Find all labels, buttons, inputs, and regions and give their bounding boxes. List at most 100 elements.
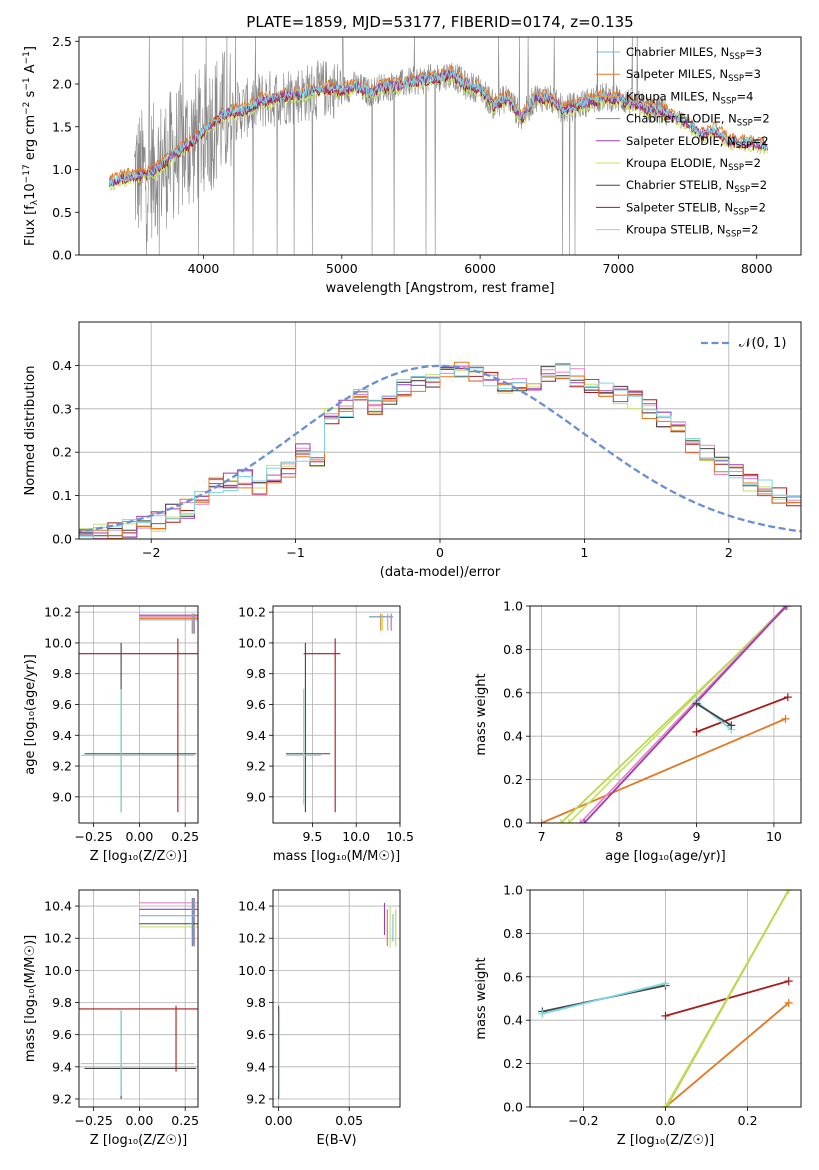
model-kroupa-stelib (108, 69, 768, 186)
y-axis-label: mass [log₁₀(M/M☉)] (23, 935, 38, 1062)
plot-area (79, 606, 198, 823)
weight-line (583, 606, 787, 823)
y-tick-label: 0.4 (503, 729, 523, 744)
weight-marker (782, 606, 791, 610)
y-tick-label: 10.0 (44, 963, 72, 978)
x-tick-label: 7 (538, 829, 546, 844)
y-tick-label: 10.0 (238, 635, 266, 650)
x-axis-label: Z [log₁₀(Z/Z☉)] (90, 849, 187, 864)
weight-line (541, 718, 786, 823)
y-tick-label: 9.0 (52, 789, 72, 804)
y-tick-label: 9.4 (246, 728, 266, 743)
y-tick-label: 9.6 (52, 697, 72, 712)
chart-residual-hist: −2 −1 0 1 2 0.0 0.1 0.2 0.3 0.4 (data-model)/error… (23, 321, 802, 580)
weight-line (560, 606, 789, 823)
y-tick-label: 0.0 (52, 248, 72, 263)
chart-weight-vs-Z: −0.2 0.0 0.2 0.0 0.2 0.4 0.6 0.8 1.0 Z [log₁₀(Z/Z… (474, 883, 802, 1148)
x-tick-label: −0.25 (74, 829, 112, 844)
x-tick-label: 10 (766, 829, 782, 844)
y-tick-label: 0.4 (503, 1013, 523, 1028)
weight-marker (661, 1011, 670, 1020)
weight-marker (537, 819, 546, 823)
x-tick-label: 6000 (464, 261, 496, 276)
axes-frame (78, 36, 802, 256)
chart-spectrum: 4000 5000 6000 7000 8000 0.0 0.5 1.0 1.5 2.0 2.5 wa… (22, 34, 802, 296)
weight-marker (784, 890, 793, 894)
spectrum-data-line (134, 37, 667, 255)
y-tick-label: 9.8 (52, 995, 72, 1010)
weight-marker (692, 699, 701, 708)
x-axis-label: wavelength [Angstrom, rest frame] (326, 281, 555, 296)
x-axis-label: mass [log₁₀(M/M☉)] (273, 849, 400, 864)
y-tick-label: 9.8 (246, 995, 266, 1010)
x-tick-label: −0.25 (74, 1113, 112, 1128)
legend-entry: Kroupa ELODIE, NSSP=2 (626, 156, 761, 173)
plot-area (273, 606, 400, 823)
y-tick-label: 2.0 (52, 77, 72, 92)
plot-area (530, 606, 801, 823)
y-tick-label: 9.6 (52, 1027, 72, 1042)
weight-line (696, 696, 789, 733)
legend-entry: Kroupa MILES, NSSP=4 (626, 89, 753, 106)
y-tick-label: 9.4 (52, 728, 72, 743)
x-axis-label: Z [log₁₀(Z/Z☉)] (617, 1133, 714, 1148)
y-tick-label: 9.2 (246, 759, 266, 774)
weight-marker (576, 819, 585, 823)
y-axis-label: mass weight (474, 957, 489, 1039)
y-tick-label: 0.0 (52, 532, 72, 547)
y-axis-label: Normed distribution (23, 366, 38, 496)
plot-area (108, 37, 768, 255)
y-tick-label: 0.8 (503, 642, 523, 657)
y-tick-label: 2.5 (52, 34, 72, 49)
weight-marker (580, 819, 589, 823)
y-tick-label: 9.4 (52, 1059, 72, 1074)
y-tick-label: 10.0 (238, 963, 266, 978)
x-axis-label: E(B-V) (316, 1133, 356, 1148)
axes-frame (272, 889, 401, 1108)
x-tick-label: 9 (692, 829, 700, 844)
y-tick-label: 9.8 (246, 666, 266, 681)
x-tick-label: 7000 (603, 261, 635, 276)
histogram-step-series (79, 363, 801, 539)
normal-curve (79, 364, 801, 533)
legend-entry: Chabrier STELIB, NSSP=2 (626, 178, 767, 195)
y-tick-label: 10.4 (44, 899, 72, 914)
y-tick-label: 0.5 (52, 205, 72, 220)
y-axis-label: mass weight (474, 673, 489, 755)
y-tick-label: 10.2 (44, 605, 72, 620)
plot-area (79, 890, 198, 1107)
axes-frame (529, 889, 802, 1108)
y-tick-label: 9.2 (246, 1091, 266, 1106)
figure-title: PLATE=1859, MJD=53177, FIBERID=0174, z=0… (246, 13, 633, 31)
y-tick-label: 9.8 (52, 666, 72, 681)
legend-entry: Chabrier ELODIE, NSSP=2 (626, 112, 770, 129)
weight-line (695, 702, 732, 727)
legend-entry: Kroupa STELIB, NSSP=2 (626, 223, 758, 240)
x-tick-label: −0.2 (568, 1113, 598, 1128)
weight-line (665, 890, 790, 1107)
y-tick-label: 10.2 (238, 931, 266, 946)
histogram-step-series (79, 361, 801, 539)
model-salpeter-miles (108, 64, 768, 181)
axes-frame (78, 889, 199, 1108)
weight-marker (661, 979, 670, 988)
axes-frame (78, 605, 199, 824)
x-tick-label: 5000 (326, 261, 358, 276)
y-tick-label: 1.5 (52, 119, 72, 134)
y-axis-label: age [log₁₀(age/yr)] (23, 654, 38, 775)
x-tick-label: 0.25 (171, 829, 199, 844)
weight-marker (556, 819, 565, 823)
x-tick-label: 10.0 (342, 829, 370, 844)
x-tick-label: 0.0 (656, 1113, 676, 1128)
histogram-step-series (79, 366, 801, 539)
y-tick-label: 0.1 (52, 488, 72, 503)
weight-line (664, 1002, 790, 1107)
chart-age-vs-Z: −0.25 0.00 0.25 9.0 9.2 9.4 9.6 9.8 10.0 10.2 Z [l… (23, 605, 199, 864)
weight-marker (538, 1009, 547, 1018)
y-tick-label: 0.3 (52, 401, 72, 416)
x-tick-label: 0.25 (171, 1113, 199, 1128)
x-tick-label: 1 (580, 545, 588, 560)
y-tick-label: 0.6 (503, 685, 523, 700)
legend-entry: Salpeter ELODIE, NSSP=2 (626, 134, 769, 151)
y-tick-label: 9.4 (246, 1059, 266, 1074)
